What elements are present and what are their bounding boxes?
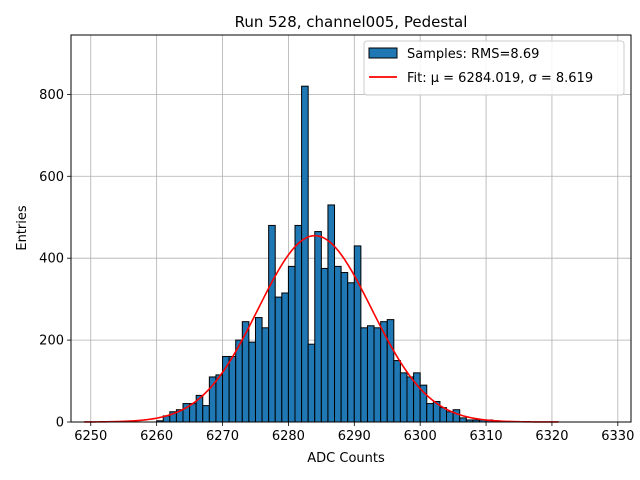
x-tick-label: 6250	[74, 429, 107, 444]
histogram-bar	[393, 360, 401, 423]
x-tick-label: 6330	[601, 429, 634, 444]
histogram-bar	[373, 327, 382, 423]
histogram-bar	[314, 231, 322, 423]
histogram-bar	[452, 409, 461, 423]
histogram-bar	[228, 355, 237, 423]
histogram-bar	[294, 224, 303, 423]
histogram-bar	[281, 292, 289, 423]
histogram-bar	[287, 265, 296, 423]
x-axis-title: ADC Counts	[307, 451, 385, 466]
legend-box	[363, 40, 625, 96]
histogram-bar	[274, 296, 283, 423]
x-tick-label: 6280	[272, 429, 305, 444]
legend-label-fit: Fit: μ = 6284.019, σ = 8.619	[407, 71, 593, 86]
x-tick-label: 6270	[206, 429, 239, 444]
histogram-bar	[208, 376, 217, 423]
y-tick-label: 400	[39, 252, 64, 267]
histogram-bar	[235, 339, 243, 423]
fit-curve	[84, 234, 559, 423]
plot-frame	[70, 34, 632, 423]
histogram-bar	[327, 204, 336, 423]
histogram-bar	[459, 417, 467, 423]
x-tick-label: 6260	[140, 429, 173, 444]
histogram-bar	[340, 272, 349, 423]
legend-label-samples: Samples: RMS=8.69	[407, 47, 539, 62]
y-tick-label: 800	[39, 88, 64, 103]
x-tick-label: 6290	[338, 429, 371, 444]
y-axis-title: Entries	[15, 205, 30, 251]
histogram-bar	[386, 319, 395, 423]
x-tick-label: 6310	[470, 429, 503, 444]
legend-swatch-samples	[368, 47, 398, 59]
x-tick-label: 6300	[404, 429, 437, 444]
histogram-bar	[353, 245, 362, 423]
x-axis-ticks: 6250 6260 6270 6280 6290 6300 6310 6320 6330	[74, 422, 634, 444]
histogram-bar	[406, 376, 415, 423]
y-axis-ticks: 0 200 400 600 800	[39, 88, 71, 431]
histogram-bar	[215, 374, 224, 423]
histogram-bar	[360, 327, 368, 423]
y-tick-label: 200	[39, 334, 64, 349]
histogram-bar	[366, 325, 375, 423]
histogram-bar	[248, 341, 256, 423]
histogram-bar	[268, 224, 276, 423]
histogram-bar	[254, 317, 263, 423]
histogram-bar	[413, 372, 421, 423]
histogram-bar	[320, 267, 329, 423]
x-tick-label: 6320	[535, 429, 568, 444]
histogram-bar	[399, 372, 408, 423]
histogram-bar	[189, 403, 197, 423]
histogram-bar	[334, 265, 342, 423]
histogram-bar	[301, 85, 309, 423]
histogram-bar	[439, 407, 448, 423]
legend: Samples: RMS=8.69 Fit: μ = 6284.019, σ =…	[363, 40, 625, 96]
histogram-bar	[261, 327, 270, 423]
histogram-bar	[202, 405, 210, 423]
y-tick-label: 0	[56, 416, 64, 431]
histogram-bar	[347, 282, 355, 423]
y-tick-label: 600	[39, 170, 64, 185]
histogram-bar	[307, 343, 316, 423]
chart-title: Run 528, channel005, Pedestal	[235, 13, 468, 31]
histogram-bar	[426, 403, 434, 423]
histogram-bar	[446, 411, 454, 423]
